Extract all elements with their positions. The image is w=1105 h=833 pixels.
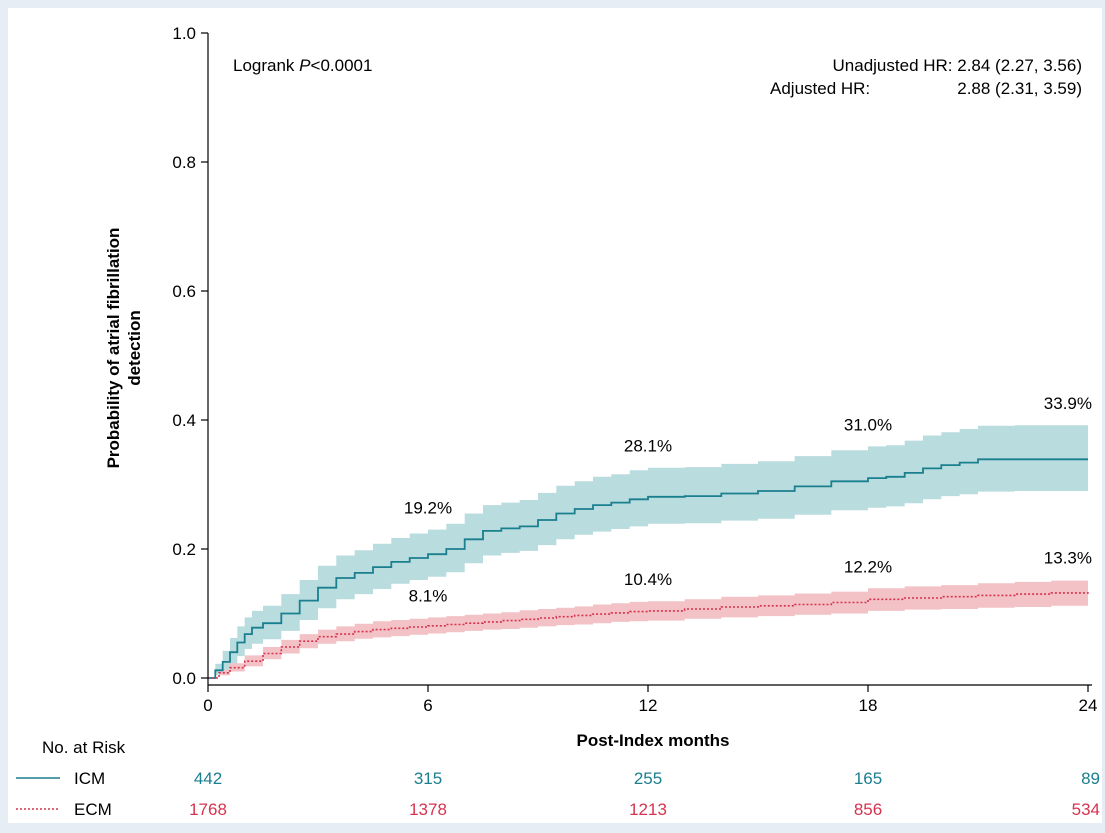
risk-count: 165 xyxy=(854,769,882,788)
axes xyxy=(207,33,1092,686)
ecm-curve xyxy=(208,592,1089,679)
y-axis-title-line1: Probability of atrial fibrillation xyxy=(104,228,123,469)
adjusted-hr-value: 2.88 (2.31, 3.59) xyxy=(957,79,1082,98)
risk-count: 1213 xyxy=(629,800,667,819)
logrank-value: <0.0001 xyxy=(311,56,373,75)
risk-count: 856 xyxy=(854,800,882,819)
confidence-bands xyxy=(208,425,1088,678)
y-tick-label: 0.2 xyxy=(172,540,196,559)
y-tick-label: 0.6 xyxy=(172,282,196,301)
y-axis-title-line2: detection xyxy=(125,310,144,386)
point-labels: 19.2% 28.1% 31.0% 33.9% 8.1% 10.4% 12.2% 13.3% xyxy=(404,394,1092,605)
risk-count: 1378 xyxy=(409,800,447,819)
risk-row-name: ECM xyxy=(74,800,112,819)
y-axis-title: Probability of atrial fibrillation detec… xyxy=(104,228,144,469)
point-label-ecm: 8.1% xyxy=(409,586,448,605)
logrank-annotation: Logrank P<0.0001 xyxy=(233,56,372,75)
x-axis-title: Post-Index months xyxy=(576,731,729,750)
y-ticks: 0.0 0.2 0.4 0.6 0.8 1.0 xyxy=(172,24,208,688)
point-label-ecm: 10.4% xyxy=(624,570,672,589)
x-tick-label: 18 xyxy=(859,696,878,715)
adjusted-hr-label: Adjusted HR: xyxy=(770,79,870,98)
point-label-icm: 19.2% xyxy=(404,499,452,518)
logrank-p: P xyxy=(299,56,311,75)
point-label-ecm: 12.2% xyxy=(844,557,892,576)
point-label-ecm: 13.3% xyxy=(1044,548,1092,567)
y-tick-label: 0.8 xyxy=(172,153,196,172)
risk-count: 255 xyxy=(634,769,662,788)
y-tick-label: 0.0 xyxy=(172,669,196,688)
icm-curve xyxy=(208,458,1088,679)
chart-background xyxy=(8,8,1102,823)
x-tick-label: 24 xyxy=(1079,696,1098,715)
x-ticks: 0 6 12 18 24 xyxy=(203,685,1097,715)
x-tick-label: 12 xyxy=(639,696,658,715)
risk-count: 1768 xyxy=(189,800,227,819)
x-tick-label: 6 xyxy=(423,696,432,715)
ecm-confidence-band xyxy=(208,579,1088,678)
risk-count: 534 xyxy=(1072,800,1100,819)
y-tick-label: 1.0 xyxy=(172,24,196,43)
point-label-icm: 31.0% xyxy=(844,415,892,434)
risk-table: No. at Risk ICM 442 315 255 165 89 ECM 1768 1378… xyxy=(16,738,1100,819)
point-label-icm: 28.1% xyxy=(624,437,672,456)
y-tick-label: 0.4 xyxy=(172,411,196,430)
point-label-icm: 33.9% xyxy=(1044,394,1092,413)
unadjusted-hr: Unadjusted HR: 2.84 (2.27, 3.56) xyxy=(833,56,1082,75)
risk-count: 442 xyxy=(194,769,222,788)
icm-confidence-band xyxy=(208,425,1088,678)
risk-table-title: No. at Risk xyxy=(42,738,126,757)
survival-curves xyxy=(208,458,1089,679)
risk-count: 315 xyxy=(414,769,442,788)
logrank-prefix: Logrank xyxy=(233,56,299,75)
risk-row-name: ICM xyxy=(74,769,105,788)
risk-count: 89 xyxy=(1081,769,1100,788)
x-tick-label: 0 xyxy=(203,696,212,715)
